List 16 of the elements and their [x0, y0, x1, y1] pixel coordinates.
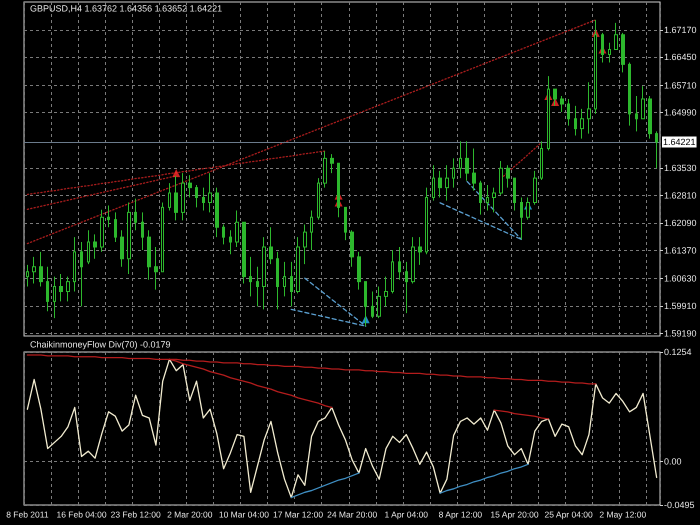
x-tick-label: 2 Mar 20:00 [167, 510, 213, 520]
y-tick-label: -0.0495 [664, 500, 695, 510]
x-tick-label: 2 May 12:00 [599, 510, 646, 520]
x-tick-label: 15 Apr 20:00 [490, 510, 539, 520]
x-tick-label: 23 Feb 12:00 [110, 510, 161, 520]
x-tick-label: 10 Mar 04:00 [218, 510, 270, 520]
x-tick-label: 1 Apr 04:00 [384, 510, 428, 520]
x-tick-label: 24 Mar 20:00 [327, 510, 378, 520]
x-tick-label: 16 Feb 04:00 [56, 510, 107, 520]
x-tick-label: 8 Feb 2011 [6, 510, 49, 520]
y-tick-label: 0.1254 [664, 347, 692, 357]
x-tick-label: 17 Mar 12:00 [272, 510, 324, 520]
y-tick-label: 0.00 [664, 456, 682, 467]
chart-title: ChaikinmoneyFlow Div(70) -0.0179 [30, 340, 171, 350]
x-tick-label: 25 Apr 04:00 [544, 510, 594, 520]
x-tick-label: 8 Apr 12:00 [438, 510, 482, 520]
